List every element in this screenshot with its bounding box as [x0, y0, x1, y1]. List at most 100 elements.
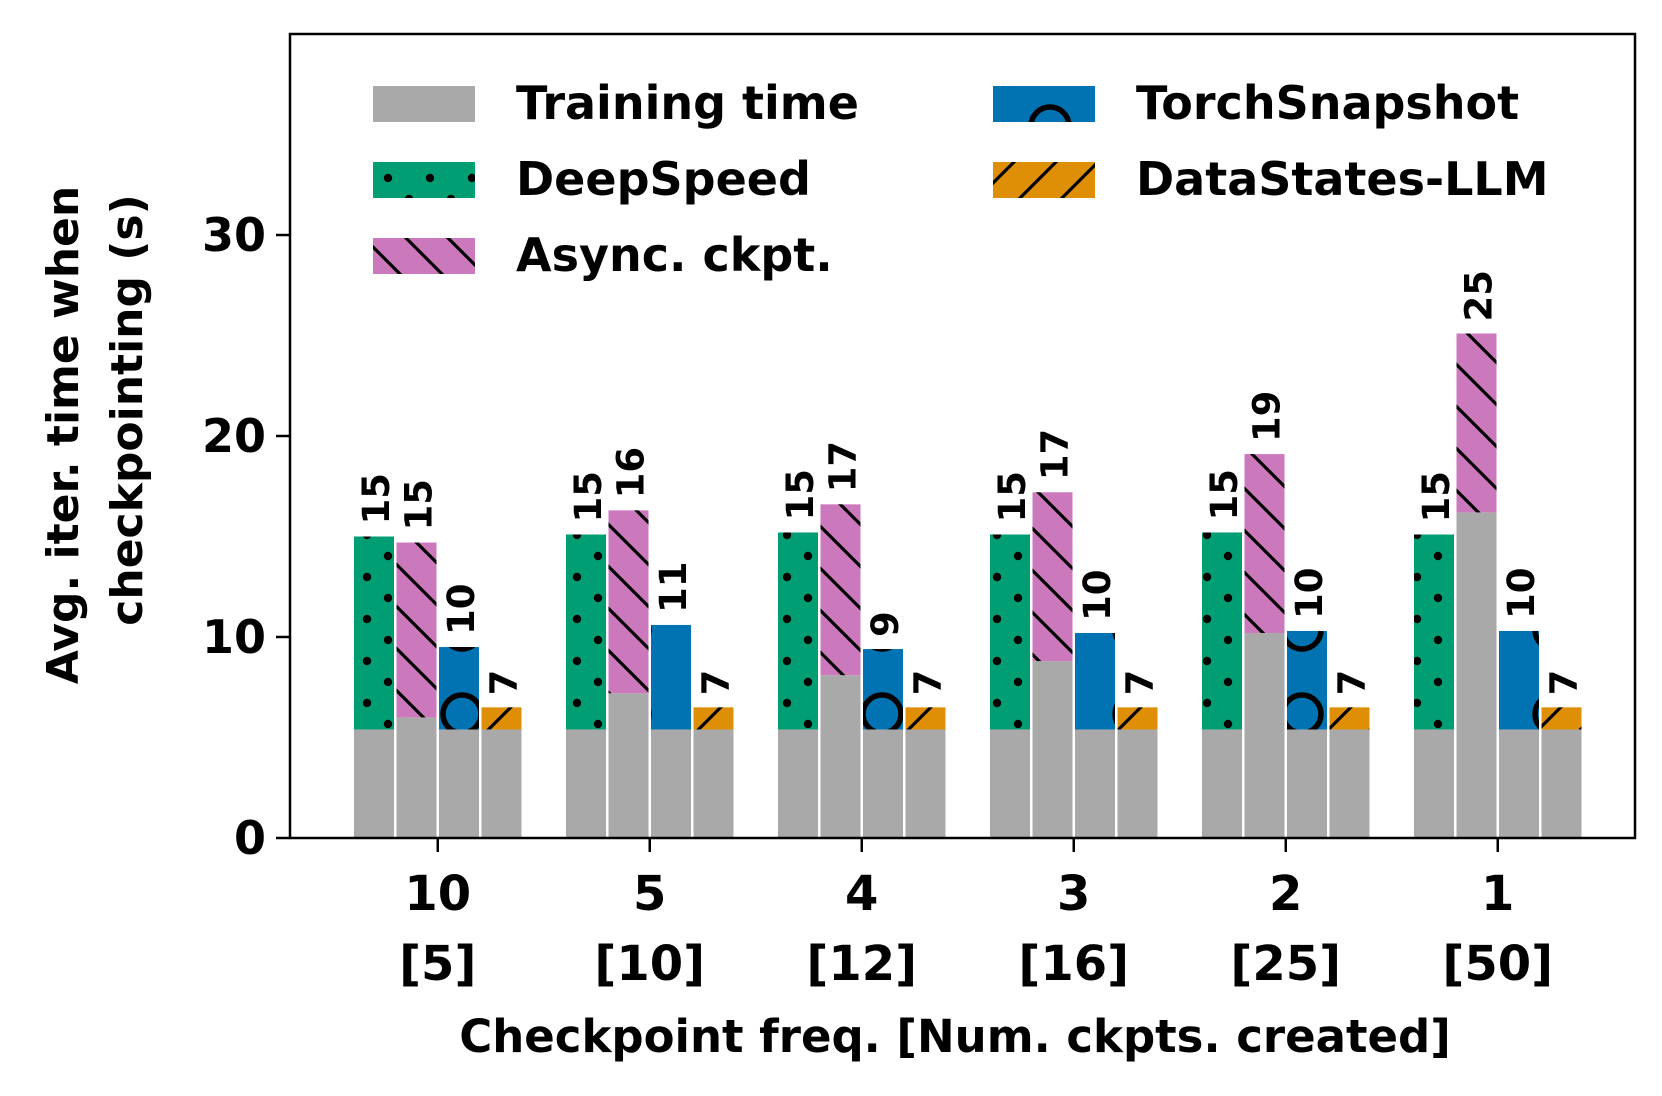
bar-hatch: [439, 647, 479, 730]
bar-value-label: 25: [1458, 270, 1501, 322]
bar-hatch: [693, 707, 734, 730]
bar-hatch: [1075, 632, 1115, 730]
bar-hatch: [820, 504, 861, 676]
bar-training-time: [1499, 729, 1539, 838]
bar-training-time: [566, 729, 606, 838]
bar-hatch: [1117, 707, 1158, 730]
bar-value-label: 10: [1288, 567, 1331, 619]
bar-hatch: [396, 542, 437, 718]
bar-value-label: 17: [822, 441, 865, 493]
y-axis-label-line2: checkpointing (s): [102, 194, 153, 625]
y-tick-label: 20: [202, 409, 266, 463]
legend-label-deepspeed: DeepSpeed: [516, 152, 811, 206]
y-tick-label: 30: [202, 208, 266, 262]
bar-value-label: 17: [1034, 429, 1077, 481]
legend-swatch-torchsnapshot-hatch: [993, 86, 1095, 122]
bars-group: [354, 333, 1582, 838]
y-tick-label: 0: [234, 811, 266, 865]
bar-training-time: [1329, 729, 1370, 838]
bar-value-label: 7: [695, 670, 738, 696]
bar-hatch: [1414, 534, 1454, 730]
bar-value-label: 7: [907, 670, 950, 696]
bar-hatch: [566, 534, 606, 730]
bar-value-label: 10: [1500, 567, 1543, 619]
bar-hatch: [1287, 630, 1327, 730]
bar-value-label: 10: [440, 584, 483, 636]
bar-training-time: [693, 729, 734, 838]
bar-value-label: 11: [652, 561, 695, 613]
bar-value-label: 15: [1415, 471, 1458, 523]
bar-training-time: [1032, 661, 1073, 838]
bar-value-label: 15: [991, 471, 1034, 523]
bar-value-label: 19: [1246, 391, 1289, 443]
bar-training-time: [1287, 729, 1327, 838]
x-axis: 10 [5] 5 [10] 4 [12] 3 [16] 2 [25] 1 [50]: [399, 838, 1553, 992]
bar-hatch: [778, 532, 818, 730]
bar-hatch: [608, 510, 649, 694]
bar-training-time: [1244, 632, 1285, 838]
bar-hatch: [1032, 492, 1073, 662]
bar-training-time: [820, 675, 861, 838]
bar-value-label: 7: [1331, 670, 1374, 696]
legend-swatch-training: [373, 86, 475, 122]
legend: Training time DeepSpeed Async. ckpt. Tor…: [373, 76, 1548, 282]
legend-label-async: Async. ckpt.: [516, 228, 833, 282]
bar-training-time: [1202, 729, 1242, 838]
x-axis-label: Checkpoint freq. [Num. ckpts. created]: [459, 1010, 1451, 1063]
legend-swatch-async-hatch: [373, 238, 475, 274]
bar-training-time: [1075, 729, 1115, 838]
bar-training-time: [1541, 729, 1582, 838]
bar-training-time: [863, 729, 903, 838]
x-tick-label-freq: 10: [404, 866, 471, 922]
bar-value-label: 16: [610, 447, 653, 499]
x-tick-label-ckpts: [25]: [1230, 936, 1341, 992]
bar-hatch: [1244, 454, 1285, 633]
bar-hatch: [905, 707, 946, 730]
bar-hatch: [1499, 630, 1539, 730]
bar-training-time: [1414, 729, 1454, 838]
bar-value-label: 15: [355, 473, 398, 525]
x-tick-label-ckpts: [16]: [1018, 936, 1129, 992]
bar-hatch: [481, 707, 522, 730]
bar-training-time: [608, 693, 649, 838]
bar-hatch: [1329, 707, 1370, 730]
x-tick-label-freq: 2: [1269, 866, 1302, 922]
bar-training-time: [354, 729, 394, 838]
bar-training-time: [1456, 512, 1497, 838]
x-tick-label-freq: 4: [845, 866, 878, 922]
bar-value-label: 15: [567, 471, 610, 523]
x-tick-label-freq: 3: [1057, 866, 1090, 922]
bar-value-label: 15: [1203, 469, 1246, 521]
bar-hatch: [354, 536, 394, 730]
y-axis-label-line1: Avg. iter. time when: [38, 186, 89, 684]
bar-training-time: [651, 729, 691, 838]
legend-swatch-deepspeed-hatch: [373, 162, 475, 198]
bar-value-label: 7: [483, 670, 526, 696]
x-tick-label-freq: 1: [1481, 866, 1514, 922]
bar-hatch: [1456, 333, 1497, 513]
bar-hatch: [990, 534, 1030, 730]
bar-value-label: 9: [864, 611, 907, 637]
bar-training-time: [481, 729, 522, 838]
x-tick-label-freq: 5: [633, 866, 666, 922]
bar-training-time: [778, 729, 818, 838]
bar-hatch: [1541, 707, 1582, 730]
x-tick-label-ckpts: [10]: [594, 936, 705, 992]
legend-label-training: Training time: [516, 76, 859, 130]
bar-value-label: 7: [1543, 670, 1586, 696]
plot-frame: [288, 32, 1637, 840]
x-tick-label-ckpts: [12]: [806, 936, 917, 992]
bar-training-time: [990, 729, 1030, 838]
bar-training-time: [396, 717, 437, 838]
bar-hatch: [863, 649, 903, 730]
legend-label-datastates: DataStates-LLM: [1136, 152, 1548, 206]
x-tick-label-ckpts: [50]: [1442, 936, 1553, 992]
y-axis: 0 10 20 30: [202, 208, 290, 865]
bar-hatch: [1202, 532, 1242, 730]
bar-training-time: [439, 729, 479, 838]
legend-label-torchsnapshot: TorchSnapshot: [1136, 76, 1519, 130]
bar-value-label: 15: [398, 479, 441, 531]
bar-value-label: 10: [1076, 569, 1119, 621]
